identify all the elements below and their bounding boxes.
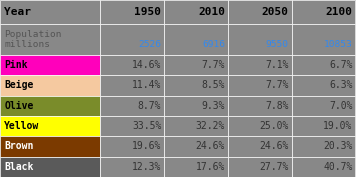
Bar (228, 157, 292, 177)
Bar (228, 24, 292, 55)
Text: 8.7%: 8.7% (138, 101, 161, 111)
Bar (292, 96, 355, 116)
Bar (0, 55, 100, 75)
Bar (292, 55, 355, 75)
Text: 19.6%: 19.6% (132, 141, 161, 152)
Text: 1950: 1950 (134, 7, 161, 17)
Bar (164, 136, 228, 157)
Bar (228, 96, 292, 116)
Bar (100, 157, 164, 177)
Text: 7.8%: 7.8% (265, 101, 289, 111)
Text: 7.7%: 7.7% (201, 60, 225, 70)
Text: Pink: Pink (4, 60, 28, 70)
Bar (164, 55, 228, 75)
Text: 7.7%: 7.7% (265, 80, 289, 90)
Bar (100, 75, 164, 96)
Bar (164, 0, 228, 24)
Text: 2010: 2010 (198, 7, 225, 17)
Text: Olive: Olive (4, 101, 34, 111)
Bar (100, 55, 164, 75)
Text: 24.6%: 24.6% (195, 141, 225, 152)
Bar (0, 75, 100, 96)
Text: 20.3%: 20.3% (323, 141, 352, 152)
Text: Year: Year (4, 7, 31, 17)
Text: 2526: 2526 (138, 40, 161, 49)
Text: 19.0%: 19.0% (323, 121, 352, 131)
Text: 24.6%: 24.6% (259, 141, 289, 152)
Text: 9550: 9550 (266, 40, 289, 49)
Bar (292, 116, 355, 136)
Bar (0, 0, 100, 24)
Text: Beige: Beige (4, 80, 34, 90)
Bar (164, 116, 228, 136)
Bar (100, 24, 164, 55)
Text: 10853: 10853 (324, 40, 352, 49)
Bar (164, 24, 228, 55)
Text: 27.7%: 27.7% (259, 162, 289, 172)
Text: Black: Black (4, 162, 34, 172)
Text: 8.5%: 8.5% (201, 80, 225, 90)
Bar (228, 136, 292, 157)
Text: 25.0%: 25.0% (259, 121, 289, 131)
Bar (164, 75, 228, 96)
Text: Yellow: Yellow (4, 121, 40, 131)
Bar (100, 96, 164, 116)
Text: Brown: Brown (4, 141, 34, 152)
Text: 2050: 2050 (262, 7, 289, 17)
Text: 40.7%: 40.7% (323, 162, 352, 172)
Bar (292, 157, 355, 177)
Bar (0, 116, 100, 136)
Text: 7.0%: 7.0% (329, 101, 352, 111)
Text: 32.2%: 32.2% (195, 121, 225, 131)
Bar (100, 116, 164, 136)
Text: 11.4%: 11.4% (132, 80, 161, 90)
Bar (164, 96, 228, 116)
Bar (228, 0, 292, 24)
Text: 14.6%: 14.6% (132, 60, 161, 70)
Bar (100, 0, 164, 24)
Bar (228, 75, 292, 96)
Bar (292, 24, 355, 55)
Text: Population
millions: Population millions (4, 30, 62, 49)
Text: 2100: 2100 (325, 7, 352, 17)
Text: 6916: 6916 (202, 40, 225, 49)
Bar (228, 55, 292, 75)
Bar (0, 136, 100, 157)
Text: 7.1%: 7.1% (265, 60, 289, 70)
Bar (0, 157, 100, 177)
Text: 33.5%: 33.5% (132, 121, 161, 131)
Bar (292, 75, 355, 96)
Bar (0, 96, 100, 116)
Bar (100, 136, 164, 157)
Text: 6.3%: 6.3% (329, 80, 352, 90)
Text: 12.3%: 12.3% (132, 162, 161, 172)
Text: 6.7%: 6.7% (329, 60, 352, 70)
Bar (0, 24, 100, 55)
Bar (164, 157, 228, 177)
Bar (228, 116, 292, 136)
Bar (292, 0, 355, 24)
Text: 17.6%: 17.6% (195, 162, 225, 172)
Text: 9.3%: 9.3% (201, 101, 225, 111)
Bar (292, 136, 355, 157)
